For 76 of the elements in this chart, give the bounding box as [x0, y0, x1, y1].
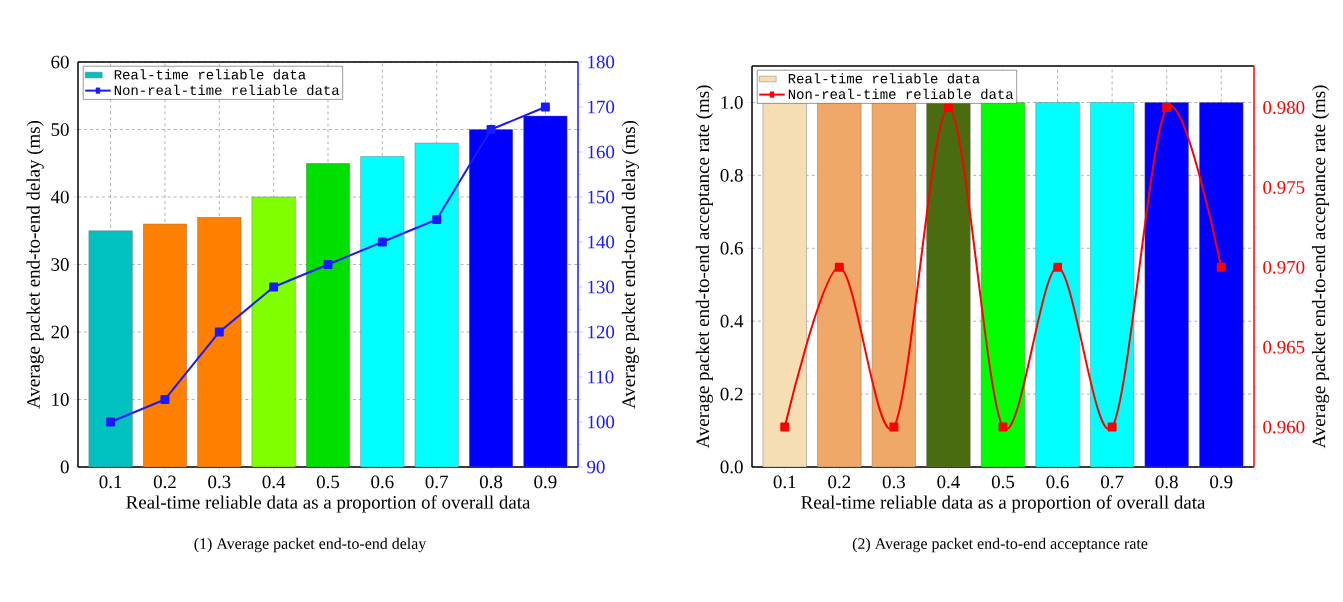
point — [1053, 262, 1063, 272]
y-tick-label: 0 — [60, 460, 69, 474]
point — [377, 237, 387, 247]
x-tick-label: 0.5 — [991, 475, 1015, 489]
y2-tick-label: 0.970 — [1263, 260, 1305, 274]
y-tick-label: 0.6 — [720, 241, 743, 255]
y2-tick-label: 170 — [588, 100, 615, 114]
x-tick-label: 0.1 — [773, 475, 796, 489]
y-axis-title: Average packet end-to-end acceptance rate (ms) — [695, 85, 713, 449]
x-tick-label: 0.3 — [208, 475, 231, 489]
y2-tick-label: 0.965 — [1263, 340, 1305, 354]
point — [323, 260, 333, 269]
x-tick-label: 0.6 — [1046, 475, 1069, 489]
x-tick-label: 0.7 — [1101, 475, 1124, 489]
point — [834, 262, 844, 272]
y2-tick-label: 100 — [588, 415, 615, 429]
point — [486, 125, 496, 134]
y2-axis-title: Average packet end-to-end delay (ms) — [621, 120, 639, 409]
point — [1107, 422, 1117, 432]
y-tick-label: 0.0 — [720, 460, 743, 474]
y2-axis-title: Average packet end-to-end acceptance rate (ms) — [1311, 85, 1330, 449]
x-axis-title: Real-time reliable data as a proportion of overall data — [801, 495, 1206, 513]
point — [214, 327, 224, 337]
x-tick-label: 0.3 — [882, 475, 905, 489]
x-tick-label: 0.2 — [153, 475, 176, 489]
text: (1) Average packet end-to-end delay — [194, 537, 427, 553]
y2-tick-label: 130 — [588, 280, 615, 294]
legend-label: Real-time reliable data — [114, 69, 306, 80]
y-tick-label: 30 — [51, 258, 69, 271]
point — [540, 102, 550, 112]
y-axis-title: Average packet end-to-end delay (ms) — [26, 120, 44, 409]
x-tick-label: 0.4 — [937, 475, 960, 489]
x-tick-label: 0.9 — [534, 475, 557, 489]
point — [1216, 262, 1226, 272]
y-tick-label: 10 — [52, 393, 69, 406]
point — [780, 422, 790, 432]
y-tick-label: 20 — [51, 325, 69, 339]
y2-tick-label: 150 — [588, 190, 615, 204]
y-tick-label: 60 — [51, 55, 69, 69]
y2-tick-label: 0.980 — [1263, 101, 1305, 114]
y2-tick-label: 90 — [587, 460, 605, 474]
y2-tick-label: 0.975 — [1263, 181, 1305, 194]
x-tick-label: 0.7 — [425, 475, 448, 489]
x-axis-title: Real-time reliable data as a proportion of overall data — [126, 495, 531, 513]
point — [998, 422, 1008, 432]
legend-label: Non-real-time reliable data — [114, 84, 340, 96]
y2-tick-label: 0.960 — [1263, 420, 1305, 434]
point — [160, 395, 170, 404]
y2-tick-label: 110 — [588, 370, 614, 384]
text: (2) Average packet end-to-end acceptance rate — [852, 537, 1148, 553]
y2-tick-label: 120 — [588, 325, 615, 339]
point — [106, 417, 116, 427]
y-tick-label: 1.0 — [721, 96, 743, 109]
y-tick-label: 0.8 — [720, 168, 743, 182]
point — [432, 215, 442, 224]
point — [943, 103, 953, 113]
point — [269, 282, 279, 292]
legend-label: Real-time reliable data — [788, 73, 980, 84]
x-tick-label: 0.8 — [1155, 475, 1178, 489]
x-tick-label: 0.5 — [316, 475, 340, 489]
point — [1162, 103, 1172, 113]
y-tick-label: 40 — [50, 190, 69, 204]
y2-tick-label: 160 — [588, 145, 615, 159]
x-tick-label: 0.2 — [828, 475, 851, 489]
y-tick-label: 0.2 — [720, 387, 743, 401]
x-tick-label: 0.8 — [479, 475, 503, 489]
x-tick-label: 0.1 — [99, 475, 122, 489]
x-tick-label: 0.9 — [1210, 475, 1233, 489]
y-tick-label: 0.4 — [720, 314, 744, 328]
y2-tick-label: 180 — [588, 55, 615, 69]
y-tick-label: 50 — [51, 123, 69, 136]
point — [889, 422, 899, 432]
legend-label: Non-real-time reliable data — [788, 88, 1014, 100]
x-tick-label: 0.6 — [371, 475, 394, 489]
y2-tick-label: 140 — [588, 235, 615, 249]
x-tick-label: 0.4 — [262, 475, 286, 489]
